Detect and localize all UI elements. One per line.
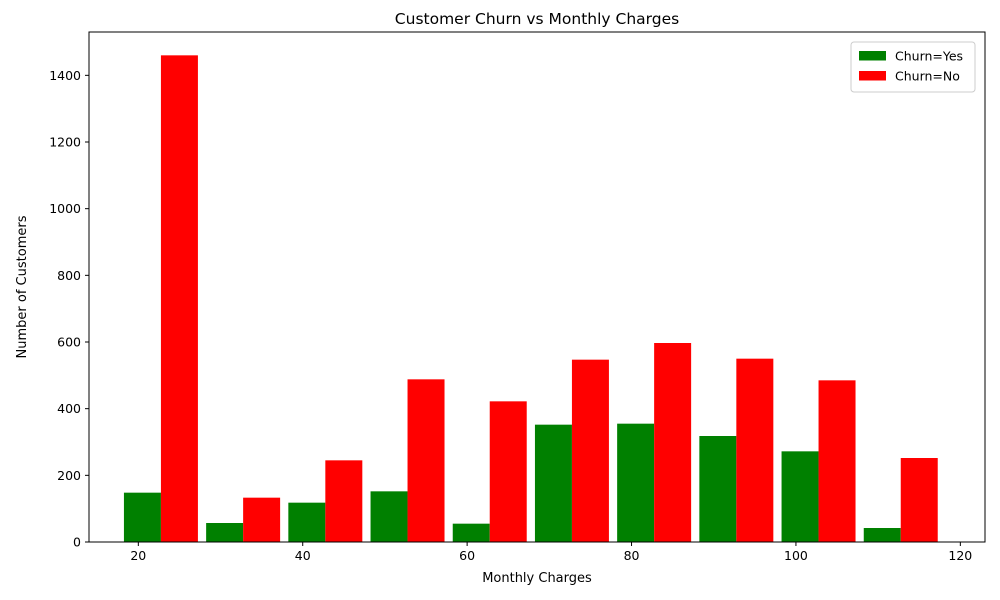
bar-churn-no-3 [407,379,445,542]
bar-churn-no-5 [571,359,609,542]
bars-group [123,55,938,542]
legend-label-churn-no: Churn=No [895,69,960,84]
x-axis-label: Monthly Charges [482,571,592,586]
x-tick-label: 40 [295,548,311,563]
bar-churn-yes-8 [781,451,819,542]
legend-label-churn-yes: Churn=Yes [895,49,963,64]
y-tick-label: 200 [57,468,81,483]
y-axis-label: Number of Customers [15,215,30,358]
bar-churn-yes-3 [370,491,408,542]
bar-churn-no-7 [736,358,774,542]
y-tick-label: 600 [57,335,81,350]
x-axis-ticks: 20 40 60 80 100 120 [130,542,972,563]
x-tick-label: 100 [784,548,808,563]
axes-frame [88,31,986,543]
bar-churn-yes-4 [452,523,490,542]
y-tick-label: 1000 [49,201,81,216]
y-axis-ticks: 0 200 400 600 800 1000 1200 1400 [49,68,89,550]
y-tick-label: 1200 [49,135,81,150]
y-tick-label: 0 [73,535,81,550]
legend-swatch-churn-no [859,71,886,81]
bar-churn-yes-5 [534,424,572,542]
chart-title: Customer Churn vs Monthly Charges [395,10,679,28]
y-tick-label: 800 [57,268,81,283]
bar-churn-yes-7 [699,436,737,542]
bar-churn-yes-6 [617,423,655,542]
bar-churn-no-2 [325,460,363,542]
bar-churn-yes-0 [123,492,161,542]
bar-churn-no-0 [160,55,198,542]
bar-churn-no-8 [818,380,856,542]
x-tick-label: 80 [624,548,640,563]
bar-churn-yes-2 [288,502,326,542]
x-tick-label: 120 [948,548,972,563]
y-tick-label: 1400 [49,68,81,83]
legend-swatch-churn-yes [859,51,886,61]
bar-churn-yes-9 [863,528,901,542]
y-tick-label: 400 [57,401,81,416]
legend: Churn=Yes Churn=No [850,41,976,93]
bar-churn-no-6 [654,343,692,542]
bar-churn-yes-1 [206,523,244,542]
bar-churn-no-1 [243,497,281,542]
bar-churn-no-4 [489,401,527,542]
bar-churn-no-9 [900,458,938,542]
x-tick-label: 20 [130,548,146,563]
x-tick-label: 60 [459,548,475,563]
